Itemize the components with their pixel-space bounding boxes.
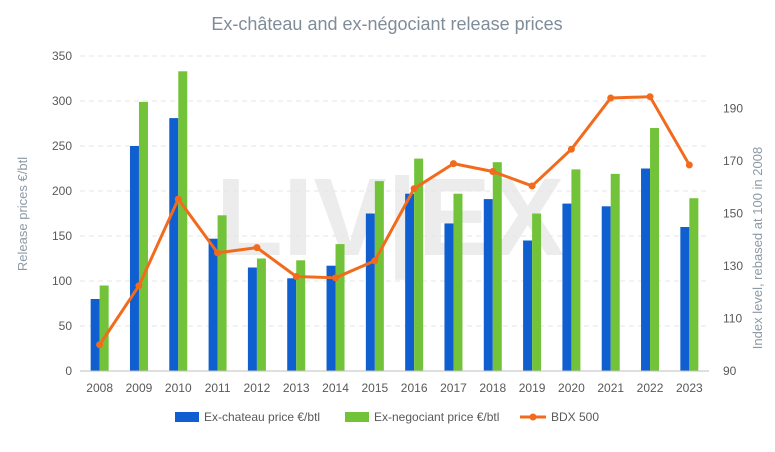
legend: Ex-chateau price €/btl Ex-negociant price… [175, 410, 599, 424]
bar-ex-negociant [335, 244, 345, 371]
point-bdx500 [489, 168, 497, 175]
bar-ex-negociant [256, 258, 266, 371]
x-tick-label: 2021 [597, 381, 624, 395]
point-bdx500 [685, 161, 693, 169]
x-tick-label: 2011 [205, 381, 231, 395]
bar-ex-chateau [208, 238, 218, 371]
y-axis-right: 90 110 130 150 170 190 [723, 102, 743, 379]
y-left-tick-label: 150 [52, 229, 72, 243]
bar-ex-negociant [99, 285, 109, 371]
bar-ex-chateau [562, 203, 572, 371]
point-bdx500 [332, 274, 340, 282]
legend-label-ex-chateau: Ex-chateau price €/btl [204, 410, 320, 424]
x-tick-label: 2023 [676, 381, 703, 395]
bar-ex-chateau [247, 267, 257, 371]
bar-ex-chateau [641, 168, 651, 371]
bar-series [90, 71, 699, 372]
line-series [96, 93, 693, 349]
bar-ex-chateau [90, 299, 100, 371]
x-tick-label: 2009 [126, 381, 153, 395]
y-left-tick-label: 0 [65, 364, 72, 378]
bar-ex-negociant [296, 260, 306, 371]
bar-ex-chateau [287, 278, 297, 371]
point-bdx500 [135, 282, 143, 290]
point-bdx500 [253, 244, 261, 252]
bar-ex-negociant [217, 215, 227, 371]
y-right-tick-label: 130 [723, 259, 743, 273]
y-right-tick-label: 150 [723, 207, 743, 221]
y-axis-left: 0 50 100 150 200 250 300 350 [52, 49, 72, 378]
x-tick-label: 2022 [637, 381, 664, 395]
x-tick-label: 2013 [283, 381, 310, 395]
bar-ex-chateau [601, 206, 611, 371]
point-bdx500 [528, 182, 536, 190]
y-left-tick-label: 350 [52, 49, 72, 63]
x-tick-label: 2012 [244, 381, 271, 395]
x-tick-label: 2008 [86, 381, 113, 395]
bar-ex-chateau [169, 118, 179, 371]
bar-ex-negociant [414, 158, 424, 371]
bar-ex-negociant [689, 198, 699, 371]
y-left-tick-label: 300 [52, 94, 72, 108]
bar-ex-chateau [523, 240, 533, 371]
bar-ex-negociant [650, 128, 660, 371]
point-bdx500 [410, 185, 418, 193]
y-axis-right-title: Index level, rebased at 100 in 2008 [750, 147, 765, 349]
bar-ex-negociant [138, 101, 148, 372]
bar-ex-chateau [483, 199, 493, 371]
x-tick-label: 2019 [519, 381, 546, 395]
watermark-logo: LIV|EX [216, 156, 565, 280]
line-bdx500 [98, 95, 691, 346]
bar-ex-chateau [129, 146, 139, 371]
x-tick-label: 2017 [440, 381, 467, 395]
y-left-tick-label: 100 [52, 274, 72, 288]
bar-ex-chateau [680, 227, 690, 371]
point-bdx500 [371, 257, 379, 265]
bar-ex-negociant [453, 193, 463, 371]
y-left-tick-label: 50 [59, 319, 73, 333]
y-right-tick-label: 90 [723, 364, 737, 378]
y-right-tick-label: 170 [723, 154, 743, 168]
legend-swatch-ex-chateau [175, 412, 199, 422]
legend-label-ex-negociant: Ex-negociant price €/btl [374, 410, 499, 424]
bar-ex-negociant [532, 213, 542, 371]
legend-swatch-bdx500-marker [529, 413, 537, 421]
point-bdx500 [292, 273, 300, 280]
bar-ex-negociant [178, 71, 188, 372]
bar-ex-negociant [610, 173, 620, 371]
bar-ex-chateau [365, 213, 375, 371]
bar-ex-negociant [492, 162, 502, 371]
x-tick-label: 2015 [361, 381, 388, 395]
point-bdx500 [96, 341, 104, 349]
y-left-tick-label: 250 [52, 139, 72, 153]
bar-ex-negociant [571, 169, 581, 371]
x-tick-label: 2020 [558, 381, 585, 395]
y-axis-left-title: Release prices €/btl [15, 157, 30, 271]
legend-swatch-ex-negociant [345, 412, 369, 422]
bar-ex-chateau [444, 223, 454, 371]
x-axis: 2008 2009 2010 2011 2012 2013 2014 2015 2016 2017… [80, 370, 709, 395]
bar-ex-chateau [405, 193, 415, 371]
x-tick-label: 2016 [401, 381, 428, 395]
point-bdx500 [567, 145, 575, 153]
x-tick-label: 2014 [322, 381, 349, 395]
legend-label-bdx500: BDX 500 [551, 410, 599, 424]
point-bdx500 [214, 249, 222, 257]
y-right-tick-label: 110 [723, 312, 742, 326]
x-tick-label: 2018 [479, 381, 506, 395]
point-bdx500 [449, 160, 457, 168]
bar-ex-chateau [326, 265, 336, 371]
point-bdx500 [174, 195, 182, 203]
x-tick-label: 2010 [165, 381, 192, 395]
point-bdx500 [607, 94, 615, 102]
point-bdx500 [646, 93, 654, 101]
chart-title: Ex-château and ex-négociant release pric… [211, 14, 562, 34]
y-right-tick-label: 190 [723, 102, 743, 116]
bar-ex-negociant [374, 181, 384, 371]
y-left-tick-label: 200 [52, 184, 72, 198]
